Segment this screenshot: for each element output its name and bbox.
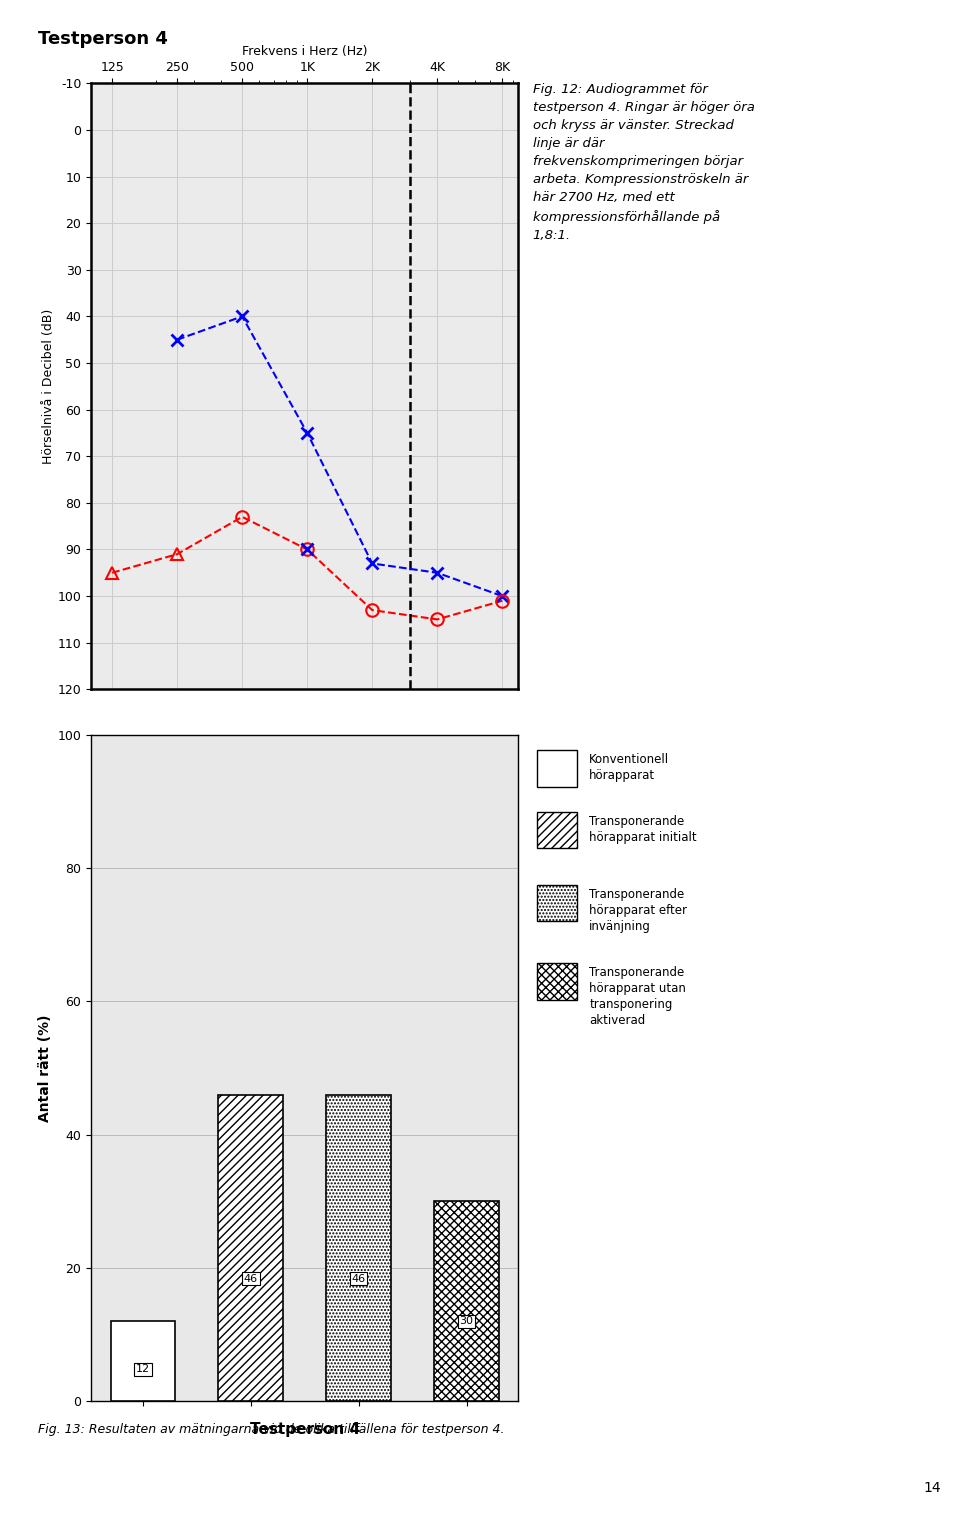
Bar <box>110 1321 176 1401</box>
Bar <box>537 964 577 1000</box>
Y-axis label: Antal rätt (%): Antal rätt (%) <box>38 1015 52 1121</box>
Bar <box>537 750 577 786</box>
Y-axis label: Hörselnivå i Decibel (dB): Hörselnivå i Decibel (dB) <box>42 309 55 464</box>
Text: 12: 12 <box>136 1365 150 1374</box>
Bar <box>434 1201 499 1401</box>
Text: 46: 46 <box>244 1274 258 1283</box>
Text: Fig. 12: Audiogrammet för
testperson 4. Ringar är höger öra
och kryss är vänster: Fig. 12: Audiogrammet för testperson 4. … <box>533 83 755 242</box>
Text: Fig. 13: Resultaten av mätningarna vid de olika tillfällena för testperson 4.: Fig. 13: Resultaten av mätningarna vid d… <box>38 1423 505 1436</box>
Text: Konventionell
hörapparat: Konventionell hörapparat <box>589 753 669 782</box>
X-axis label: Frekvens i Herz (Hz): Frekvens i Herz (Hz) <box>242 45 368 58</box>
Bar <box>537 885 577 921</box>
Bar <box>537 812 577 848</box>
Text: 14: 14 <box>924 1482 941 1495</box>
Text: Transponerande
hörapparat utan
transponering
aktiverad: Transponerande hörapparat utan transpone… <box>589 967 686 1027</box>
X-axis label: Testperson 4: Testperson 4 <box>250 1423 360 1438</box>
Text: 46: 46 <box>351 1274 366 1283</box>
Text: Transponerande
hörapparat initialt: Transponerande hörapparat initialt <box>589 815 697 844</box>
Bar <box>326 1095 391 1401</box>
Bar <box>219 1095 283 1401</box>
Text: Testperson 4: Testperson 4 <box>38 30 168 48</box>
Text: Transponerande
hörapparat efter
invänjning: Transponerande hörapparat efter invänjni… <box>589 888 687 933</box>
Text: 30: 30 <box>460 1317 473 1327</box>
